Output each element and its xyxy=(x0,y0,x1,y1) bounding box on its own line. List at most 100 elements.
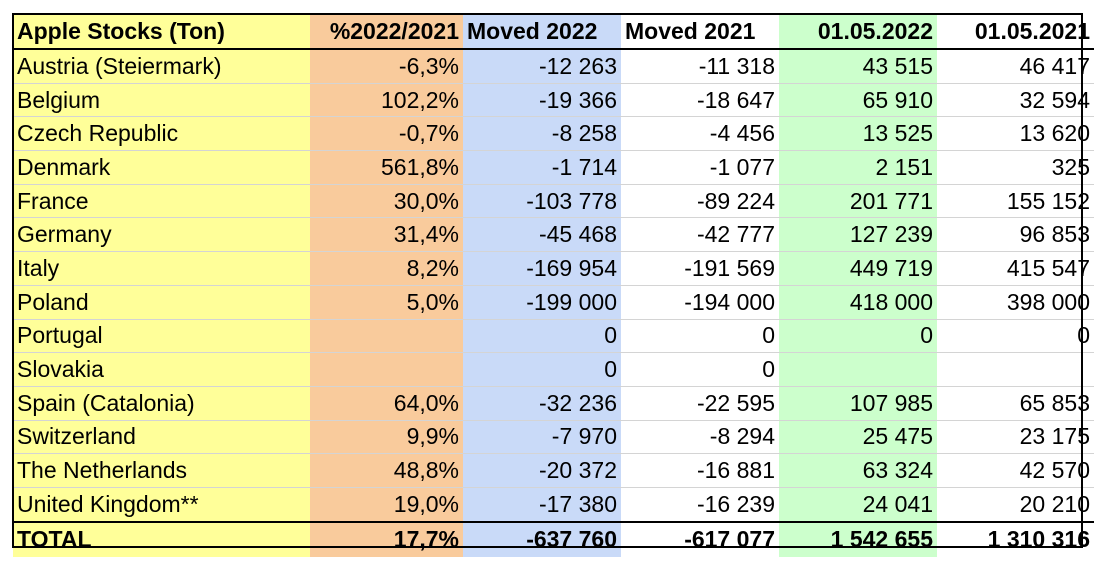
cell-stock-2022: 2 151 xyxy=(779,150,937,185)
cell-country: Slovakia xyxy=(13,352,310,387)
cell-moved-2021: -1 077 xyxy=(621,150,779,185)
cell-pct-change: -6,3% xyxy=(310,49,463,84)
cell-moved-2021: -42 777 xyxy=(621,217,779,253)
header-stock-2021: 01.05.2021 xyxy=(937,14,1094,50)
header-stock-2022: 01.05.2022 xyxy=(779,14,937,50)
cell-pct-change: 8,2% xyxy=(310,251,463,286)
table-row: Denmark 561,8% -1 714 -1 077 2 151 325 xyxy=(13,150,1094,185)
apple-stocks-table: Apple Stocks (Ton) %2022/2021 Moved 2022… xyxy=(13,14,1094,557)
cell-stock-2022: 25 475 xyxy=(779,420,937,455)
table-row: France 30,0% -103 778 -89 224 201 771 155 152 xyxy=(13,184,1094,219)
table-row: United Kingdom** 19,0% -17 380 -16 239 24 04… xyxy=(13,487,1094,523)
cell-country: Austria (Steiermark) xyxy=(13,49,310,84)
cell-pct-change: 64,0% xyxy=(310,386,463,421)
cell-pct-change: 9,9% xyxy=(310,420,463,455)
cell-moved-2021: -4 456 xyxy=(621,116,779,152)
table-row: Poland 5,0% -199 000 -194 000 418 000 398 000 xyxy=(13,285,1094,320)
cell-moved-2022: -8 258 xyxy=(463,116,621,152)
table-row: Spain (Catalonia) 64,0% -32 236 -22 595 107 … xyxy=(13,386,1094,421)
cell-stock-2021: 325 xyxy=(937,150,1094,185)
cell-stock-2021: 32 594 xyxy=(937,83,1094,118)
cell-stock-2022: 0 xyxy=(779,319,937,354)
header-country: Apple Stocks (Ton) xyxy=(13,14,310,50)
cell-stock-2021: 20 210 xyxy=(937,487,1094,523)
cell-moved-2022: -19 366 xyxy=(463,83,621,118)
cell-stock-2021: 0 xyxy=(937,319,1094,354)
cell-country: Portugal xyxy=(13,319,310,354)
cell-stock-2022: 127 239 xyxy=(779,217,937,253)
cell-moved-2021: -194 000 xyxy=(621,285,779,320)
cell-stock-2021: 13 620 xyxy=(937,116,1094,152)
cell-country: Belgium xyxy=(13,83,310,118)
cell-moved-2021: -16 239 xyxy=(621,487,779,523)
table-row: Italy 8,2% -169 954 -191 569 449 719 415 547 xyxy=(13,251,1094,286)
cell-country: Czech Republic xyxy=(13,116,310,152)
cell-moved-2022: -199 000 xyxy=(463,285,621,320)
cell-country: Poland xyxy=(13,285,310,320)
cell-moved-2022: 0 xyxy=(463,352,621,387)
cell-moved-2022: -20 372 xyxy=(463,453,621,488)
table-row: Slovakia 0 0 xyxy=(13,352,1094,387)
cell-stock-2021 xyxy=(937,352,1094,387)
table-row: The Netherlands 48,8% -20 372 -16 881 63 324… xyxy=(13,453,1094,488)
cell-moved-2022: -169 954 xyxy=(463,251,621,286)
cell-stock-2022: 65 910 xyxy=(779,83,937,118)
cell-stock-2022: 107 985 xyxy=(779,386,937,421)
cell-pct-change: 31,4% xyxy=(310,217,463,253)
cell-stock-2021: 65 853 xyxy=(937,386,1094,421)
cell-country: France xyxy=(13,184,310,219)
cell-stock-2022: 418 000 xyxy=(779,285,937,320)
total-moved-2021: -617 077 xyxy=(621,520,779,557)
cell-pct-change: 48,8% xyxy=(310,453,463,488)
table-row: Austria (Steiermark) -6,3% -12 263 -11 318 4… xyxy=(13,49,1094,84)
cell-moved-2022: -45 468 xyxy=(463,217,621,253)
cell-moved-2022: -32 236 xyxy=(463,386,621,421)
cell-moved-2022: -7 970 xyxy=(463,420,621,455)
cell-stock-2021: 415 547 xyxy=(937,251,1094,286)
cell-country: United Kingdom** xyxy=(13,487,310,523)
header-pct-change: %2022/2021 xyxy=(310,14,463,50)
header-moved-2022: Moved 2022 xyxy=(463,14,621,50)
cell-moved-2022: -12 263 xyxy=(463,49,621,84)
cell-stock-2022: 13 525 xyxy=(779,116,937,152)
table-row: Czech Republic -0,7% -8 258 -4 456 13 525 13 … xyxy=(13,116,1094,152)
cell-moved-2021: -22 595 xyxy=(621,386,779,421)
header-row: Apple Stocks (Ton) %2022/2021 Moved 2022… xyxy=(13,14,1094,50)
cell-country: Italy xyxy=(13,251,310,286)
cell-country: Germany xyxy=(13,217,310,253)
header-moved-2021: Moved 2021 xyxy=(621,14,779,50)
cell-stock-2021: 46 417 xyxy=(937,49,1094,84)
cell-stock-2022: 449 719 xyxy=(779,251,937,286)
cell-country: The Netherlands xyxy=(13,453,310,488)
cell-pct-change: 102,2% xyxy=(310,83,463,118)
cell-stock-2021: 23 175 xyxy=(937,420,1094,455)
total-moved-2022: -637 760 xyxy=(463,520,621,557)
cell-pct-change: 30,0% xyxy=(310,184,463,219)
total-stock-2021: 1 310 316 xyxy=(937,520,1094,557)
cell-moved-2021: 0 xyxy=(621,319,779,354)
cell-moved-2022: -1 714 xyxy=(463,150,621,185)
cell-pct-change: 19,0% xyxy=(310,487,463,523)
cell-pct-change: -0,7% xyxy=(310,116,463,152)
cell-moved-2022: -103 778 xyxy=(463,184,621,219)
cell-country: Spain (Catalonia) xyxy=(13,386,310,421)
total-label: TOTAL xyxy=(13,520,310,557)
cell-moved-2021: 0 xyxy=(621,352,779,387)
cell-pct-change: 561,8% xyxy=(310,150,463,185)
cell-country: Denmark xyxy=(13,150,310,185)
table-row: Belgium 102,2% -19 366 -18 647 65 910 32 594 xyxy=(13,83,1094,118)
cell-moved-2022: 0 xyxy=(463,319,621,354)
cell-stock-2021: 155 152 xyxy=(937,184,1094,219)
cell-moved-2021: -18 647 xyxy=(621,83,779,118)
cell-stock-2022: 43 515 xyxy=(779,49,937,84)
cell-stock-2021: 42 570 xyxy=(937,453,1094,488)
cell-moved-2021: -191 569 xyxy=(621,251,779,286)
cell-moved-2021: -16 881 xyxy=(621,453,779,488)
cell-pct-change: 5,0% xyxy=(310,285,463,320)
cell-stock-2021: 96 853 xyxy=(937,217,1094,253)
cell-moved-2021: -89 224 xyxy=(621,184,779,219)
cell-pct-change xyxy=(310,319,463,354)
cell-country: Switzerland xyxy=(13,420,310,455)
cell-stock-2021: 398 000 xyxy=(937,285,1094,320)
total-stock-2022: 1 542 655 xyxy=(779,520,937,557)
